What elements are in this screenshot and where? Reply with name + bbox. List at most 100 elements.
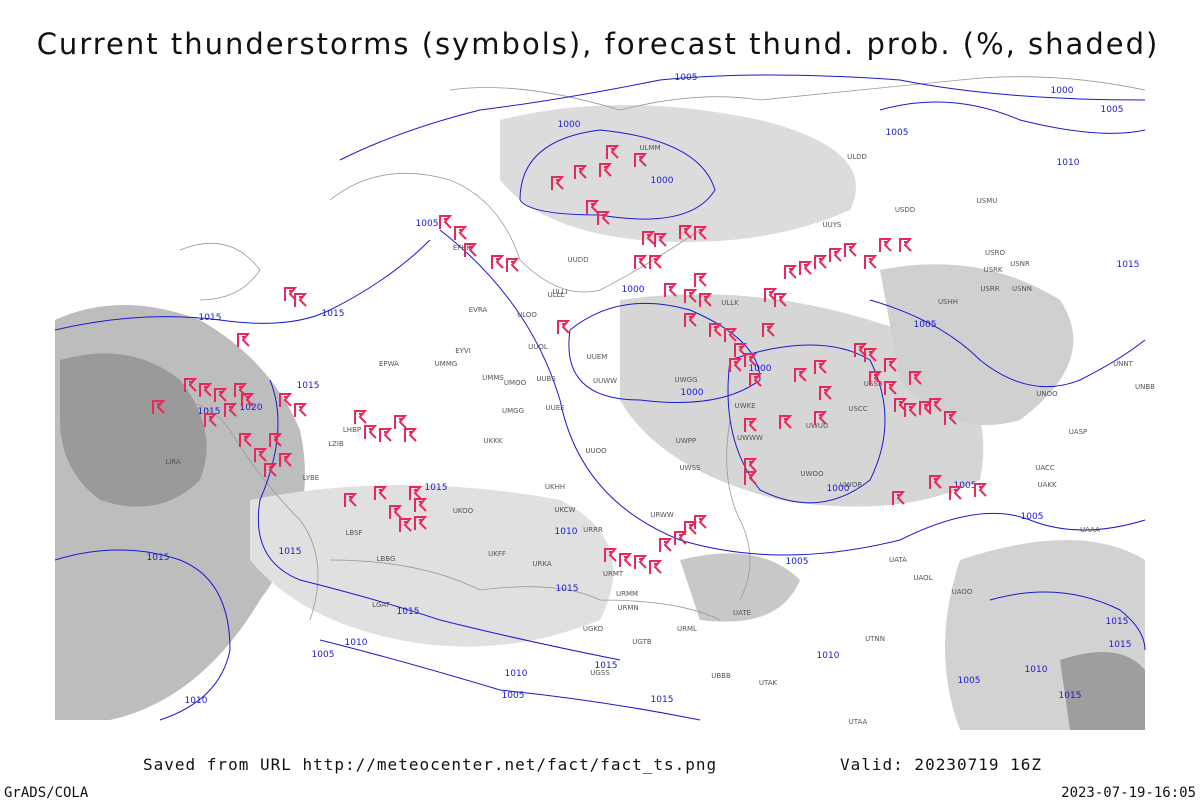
station-label: UUDD xyxy=(567,256,588,264)
thunderstorm-symbol xyxy=(414,498,428,512)
thunderstorm-symbol xyxy=(694,515,708,529)
isobar-label: 1015 xyxy=(1106,617,1129,627)
station-label: UWUU xyxy=(806,422,828,430)
thunderstorm-symbol xyxy=(649,255,663,269)
station-label: UMGG xyxy=(502,407,524,415)
station-label: UAAA xyxy=(1080,526,1100,534)
thunderstorm-symbol xyxy=(729,358,743,372)
thunderstorm-symbol xyxy=(214,388,228,402)
thunderstorm-symbol xyxy=(764,288,778,302)
thunderstorm-symbol xyxy=(364,425,378,439)
thunderstorm-symbol xyxy=(279,393,293,407)
thunderstorm-symbol xyxy=(439,215,453,229)
station-label: UUYS xyxy=(823,221,843,229)
thunderstorm-symbol xyxy=(557,320,571,334)
isobar-label: 1000 xyxy=(749,364,772,374)
station-label: LGAT xyxy=(372,601,391,609)
thunderstorm-symbol xyxy=(389,505,403,519)
station-label: USRR xyxy=(980,285,999,293)
thunderstorm-symbol xyxy=(254,448,268,462)
thunderstorm-symbol xyxy=(974,483,988,497)
shading xyxy=(55,105,1145,730)
station-label: UNBB xyxy=(1135,383,1155,391)
station-label: UKCW xyxy=(554,506,575,514)
thunderstorm-symbol xyxy=(634,153,648,167)
isobar-label: 1005 xyxy=(312,650,335,660)
isobar-label: 1010 xyxy=(1025,665,1048,675)
station-label: USNN xyxy=(1012,285,1032,293)
thunderstorm-symbol xyxy=(199,383,213,397)
prob-area xyxy=(1060,652,1145,730)
isobar xyxy=(319,639,701,721)
prob-area xyxy=(500,105,856,242)
station-label: UWPP xyxy=(676,437,697,445)
thunderstorm-symbol xyxy=(184,378,198,392)
isobar-label: 1010 xyxy=(345,638,368,648)
station-label: UUEM xyxy=(587,353,608,361)
isobar-label: 1005 xyxy=(1101,105,1124,115)
thunderstorm-symbol xyxy=(949,486,963,500)
thunderstorm-symbol xyxy=(699,293,713,307)
isobar-label: 1015 xyxy=(1117,260,1140,270)
station-label: UAOO xyxy=(952,588,973,596)
thunderstorm-symbol xyxy=(744,458,758,472)
thunderstorm-symbol xyxy=(829,248,843,262)
thunderstorm-symbol xyxy=(929,475,943,489)
thunderstorm-symbol xyxy=(744,418,758,432)
isobar xyxy=(439,229,1146,556)
station-label: UWOO xyxy=(800,470,824,478)
thunderstorm-symbol xyxy=(241,393,255,407)
thunderstorm-symbol xyxy=(464,243,478,257)
thunderstorm-symbol xyxy=(634,555,648,569)
isobar-label: 1015 xyxy=(147,553,170,563)
station-label: URWW xyxy=(650,511,674,519)
station-label: UWGG xyxy=(675,376,698,384)
thunderstorm-symbol xyxy=(294,293,308,307)
station-label: USRK xyxy=(983,266,1002,274)
thunderstorm-symbol xyxy=(884,381,898,395)
coastline xyxy=(329,172,701,293)
station-label: UBBB xyxy=(711,672,731,680)
thunderstorm-symbol xyxy=(279,453,293,467)
isobar-label: 1015 xyxy=(279,547,302,557)
thunderstorm-symbol xyxy=(204,413,218,427)
thunderstorm-symbol xyxy=(642,231,656,245)
isobar-label: 1010 xyxy=(555,527,578,537)
thunderstorm-symbol xyxy=(779,415,793,429)
isobar-label: 1015 xyxy=(595,661,618,671)
station-label: URKA xyxy=(532,560,551,568)
thunderstorm-symbol xyxy=(694,226,708,240)
station-label: UGTB xyxy=(632,638,652,646)
thunderstorm-symbol xyxy=(899,238,913,252)
thunderstorm-symbol xyxy=(659,538,673,552)
station-label: URMN xyxy=(617,604,638,612)
station-label: UMOO xyxy=(504,379,527,387)
thunderstorm-symbol xyxy=(414,516,428,530)
thunderstorm-symbol xyxy=(724,328,738,342)
software-credit: GrADS/COLA xyxy=(4,785,89,800)
isobar-label: 1015 xyxy=(397,607,420,617)
thunderstorm-symbol xyxy=(884,358,898,372)
station-label: LIRA xyxy=(165,458,181,466)
thunderstorm-symbol xyxy=(784,265,798,279)
isobar-label: 1015 xyxy=(322,309,345,319)
source-url: Saved from URL http://meteocenter.net/fa… xyxy=(143,755,717,774)
thunderstorm-symbol xyxy=(684,289,698,303)
coastline xyxy=(179,243,261,301)
thunderstorm-symbol xyxy=(599,163,613,177)
thunderstorm-symbol xyxy=(944,411,958,425)
station-label: ULMM xyxy=(639,144,660,152)
isobar xyxy=(727,344,886,504)
thunderstorm-symbol xyxy=(409,486,423,500)
station-label: URMM xyxy=(616,590,638,598)
station-label: UUWW xyxy=(593,377,617,385)
isobar xyxy=(339,74,1146,161)
thunderstorm-symbol xyxy=(649,560,663,574)
coastline xyxy=(449,76,1146,111)
isobar-label: 1000 xyxy=(558,120,581,130)
station-label: UWKE xyxy=(734,402,755,410)
station-label: UWOR xyxy=(840,481,863,489)
station-label: UTNN xyxy=(865,635,885,643)
thunderstorm-symbol xyxy=(634,255,648,269)
thunderstorm-symbol xyxy=(774,293,788,307)
